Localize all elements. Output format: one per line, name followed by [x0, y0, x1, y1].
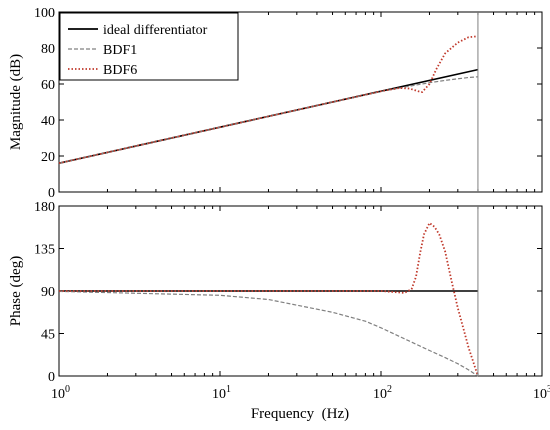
phase-axis-label: Phase (deg) [8, 256, 24, 326]
top-y-tick-label-60: 60 [41, 78, 55, 93]
bot-series-bdf1 [58, 290, 479, 377]
top-y-tick-label-0: 0 [48, 186, 55, 201]
bot-y-tick-label-90: 90 [41, 285, 55, 300]
x-tick-label-1: 100 [51, 384, 70, 402]
x-tick-label-100: 102 [373, 384, 392, 402]
legend-label-ideal: ideal differentiator [103, 23, 208, 38]
magnitude-axis-label: Magnitude (dB) [8, 54, 24, 150]
frequency-axis-label: Frequency (Hz) [251, 406, 349, 422]
top-y-tick-label-100: 100 [34, 6, 55, 21]
top-series-bdf6 [58, 35, 478, 165]
bot-y-tick-label-0: 0 [48, 370, 55, 385]
top-y-tick-label-40: 40 [41, 114, 55, 129]
bot-y-tick-label-135: 135 [34, 243, 55, 258]
top-y-tick-label-80: 80 [41, 42, 55, 57]
magnitude-panel: 0 20 40 60 80 100 ideal differentiator BDF1 B… [8, 6, 543, 201]
top-series-bdf1 [58, 76, 478, 164]
legend: ideal differentiator BDF1 BDF6 [59, 12, 239, 81]
x-tick-labels: 100 101 102 103 [51, 384, 550, 402]
phase-panel: 0 45 90 135 180 Phase (deg) [8, 200, 543, 385]
x-tick-label-10: 101 [212, 384, 231, 402]
bot-series-bdf6 [59, 222, 479, 377]
bot-y-tick-label-45: 45 [41, 328, 55, 343]
top-y-tick-label-20: 20 [41, 150, 55, 165]
bot-y-tick-label-180: 180 [34, 200, 55, 215]
x-tick-label-1000: 103 [533, 384, 550, 402]
legend-label-bdf6: BDF6 [103, 63, 137, 78]
legend-label-bdf1: BDF1 [103, 43, 137, 58]
